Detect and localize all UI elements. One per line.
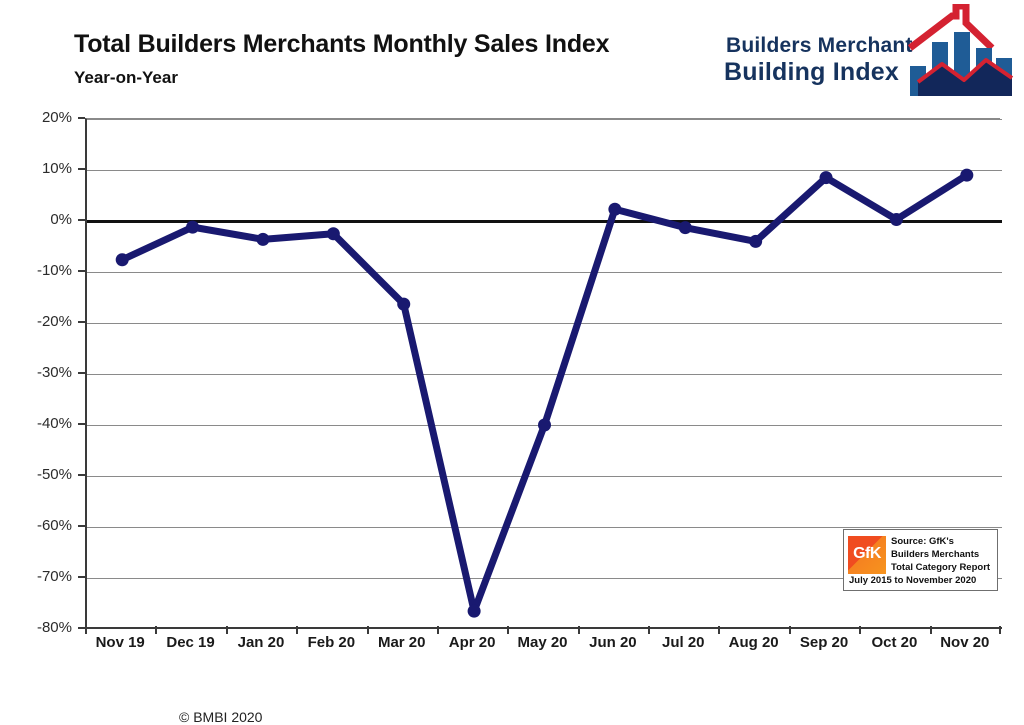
data-point-marker <box>538 418 551 432</box>
source-line: Builders Merchants <box>891 549 980 560</box>
x-tick-mark <box>85 626 87 634</box>
source-line: Source: GfK's <box>891 536 954 547</box>
copyright-note: © BMBI 2020 <box>179 709 263 725</box>
x-tick-label: Mar 20 <box>377 634 426 651</box>
y-axis: 20% 10% 0% -10% -20% -30% -40% -50% -60% -70% -80% <box>0 109 85 636</box>
x-tick-label: May 20 <box>517 634 568 651</box>
y-tick-mark <box>78 168 85 170</box>
gfk-logo-text: GfK <box>853 545 881 562</box>
x-tick-mark <box>929 626 932 634</box>
x-tick-label: Jul 20 <box>662 634 705 651</box>
y-tick-mark <box>78 372 85 374</box>
y-tick-label: 0% <box>50 211 72 228</box>
x-tick-label: Apr 20 <box>448 634 496 651</box>
chart-header: Total Builders Merchants Monthly Sales I… <box>0 0 1024 104</box>
x-tick-mark <box>718 626 721 634</box>
y-tick-mark <box>78 576 85 578</box>
gridline <box>87 272 1002 273</box>
x-tick-mark <box>999 626 1001 634</box>
data-point-marker <box>115 253 129 267</box>
gridline <box>87 323 1002 324</box>
y-tick-mark <box>78 423 85 425</box>
gridline <box>87 627 1002 629</box>
y-tick-mark <box>78 270 85 272</box>
gridline <box>87 119 1002 120</box>
y-tick-label: 20% <box>41 109 72 126</box>
source-period: July 2015 to November 2020 <box>849 575 977 586</box>
x-tick-label: Nov 19 <box>95 634 145 651</box>
data-point-marker <box>397 297 411 311</box>
y-tick-label: -40% <box>36 415 72 432</box>
y-tick-label: 10% <box>41 160 72 177</box>
gridline <box>87 527 1002 528</box>
logo-line-1: Builders Merchant <box>726 34 913 57</box>
x-tick-mark <box>225 626 228 634</box>
y-tick-mark <box>78 321 85 323</box>
y-tick-label: -10% <box>36 262 72 279</box>
zero-axis-line <box>87 220 1002 223</box>
data-point-marker <box>256 232 270 246</box>
y-tick-label: -70% <box>36 568 72 585</box>
x-tick-label: Nov 20 <box>940 634 990 651</box>
y-tick-mark <box>78 219 85 221</box>
data-point-marker <box>819 171 833 185</box>
y-tick-label: -60% <box>36 517 72 534</box>
gridline <box>87 374 1002 375</box>
series-line <box>118 171 971 615</box>
page-subtitle: Year-on-Year <box>74 68 178 87</box>
source-box: GfK Source: GfK's Builders Merchants Tot… <box>843 529 998 591</box>
x-axis-ticks <box>85 626 1002 636</box>
y-tick-mark <box>78 627 85 629</box>
data-point-marker <box>467 604 481 618</box>
x-tick-label: Jun 20 <box>589 634 637 651</box>
x-tick-mark <box>648 626 651 634</box>
gridline <box>87 476 1002 477</box>
x-tick-label: Feb 20 <box>307 634 356 651</box>
house-bar-chart-logo-icon <box>908 4 1014 96</box>
page-title: Total Builders Merchants Monthly Sales I… <box>74 30 610 58</box>
bmbi-logo: Builders Merchant Building Index <box>716 4 1016 100</box>
y-tick-label: -20% <box>36 313 72 330</box>
x-tick-mark <box>577 626 580 634</box>
x-tick-label: Oct 20 <box>871 634 918 651</box>
x-tick-label: Jan 20 <box>237 634 285 651</box>
data-point-marker <box>186 220 200 234</box>
y-tick-mark <box>78 474 85 476</box>
x-tick-mark <box>436 626 439 634</box>
x-tick-mark <box>788 626 791 634</box>
data-point-marker <box>326 227 340 241</box>
data-point-marker <box>960 168 974 182</box>
x-tick-mark <box>507 626 510 634</box>
x-tick-label: Sep 20 <box>799 634 849 651</box>
y-tick-mark <box>78 525 85 527</box>
y-tick-label: -30% <box>36 364 72 381</box>
gridline <box>87 170 1002 171</box>
x-axis: Nov 19 Dec 19 Jan 20 Feb 20 Mar 20 Apr 20 May … <box>85 634 1000 664</box>
data-point-marker <box>749 234 763 248</box>
data-point-marker <box>608 202 622 216</box>
y-tick-label: -50% <box>36 466 72 483</box>
x-tick-mark <box>296 626 299 634</box>
x-tick-label: Aug 20 <box>728 634 779 651</box>
gridline <box>87 578 1002 579</box>
y-tick-mark <box>78 117 85 119</box>
data-point-marker <box>678 221 692 235</box>
gfk-logo-icon: GfK <box>848 536 886 574</box>
x-tick-mark <box>859 626 862 634</box>
data-point-marker <box>889 212 903 226</box>
series-line-total-builders-merchants <box>115 168 974 618</box>
x-tick-mark <box>155 626 158 634</box>
logo-line-2: Building Index <box>724 58 900 86</box>
x-tick-label: Dec 19 <box>166 634 215 651</box>
y-tick-label: -80% <box>36 619 72 636</box>
source-line: Total Category Report <box>891 562 991 573</box>
x-tick-mark <box>366 626 369 634</box>
